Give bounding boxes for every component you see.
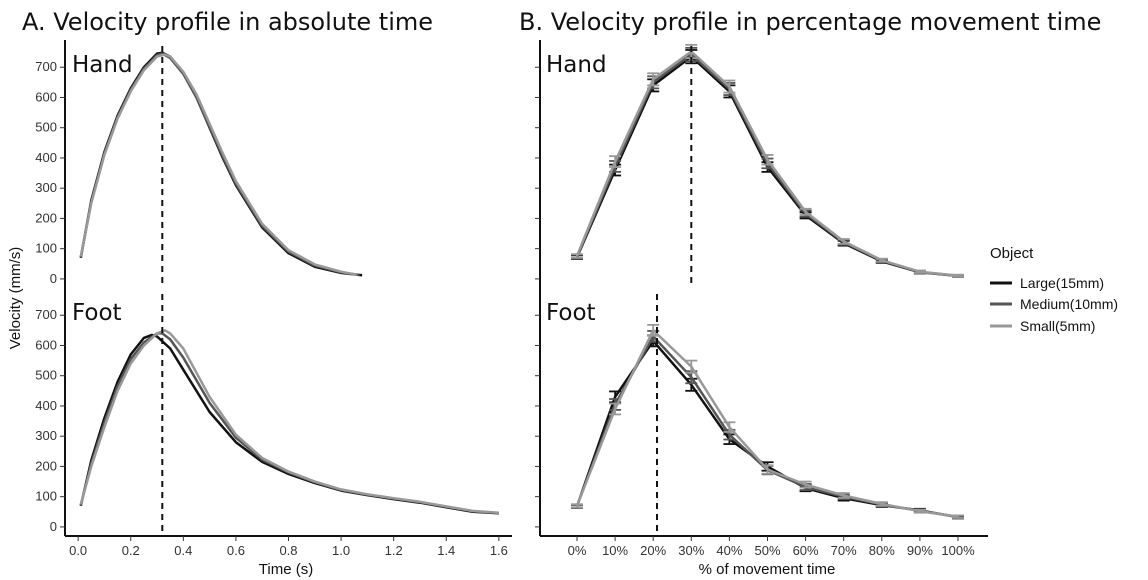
y-tick-label-a-hand-600: 600	[35, 89, 57, 104]
x-axis-label-b: % of movement time	[699, 561, 836, 578]
series-line-a-hand-2	[79, 53, 358, 276]
error-bar-b-foot-2-9	[913, 508, 926, 514]
error-bar-b-foot-2-8	[875, 501, 888, 507]
y-tick-label-a-hand-300: 300	[35, 180, 57, 195]
title-b: B. Velocity profile in percentage moveme…	[519, 8, 1101, 36]
y-tick-label-a-foot-100: 100	[35, 489, 57, 504]
legend: Object Large(15mm) Medium(10mm) Small(5m…	[990, 245, 1118, 334]
x-tick-label-b-5: 50%	[754, 543, 780, 558]
x-tick-label-a-7: 1.4	[437, 543, 455, 558]
series-line-a-foot-1	[79, 332, 499, 515]
x-tick-label-a-8: 1.6	[490, 543, 508, 558]
y-tick-label-a-hand-0: 0	[50, 271, 57, 286]
x-tick-label-b-6: 60%	[793, 543, 819, 558]
series-line-a-hand-1	[79, 52, 360, 277]
error-bar-b-hand-2-7	[837, 238, 850, 245]
x-tick-label-a-6: 1.2	[385, 543, 403, 558]
panel-label-a-foot: Foot	[72, 300, 122, 326]
error-bar-b-hand-2-9	[913, 269, 926, 274]
series-line-a-foot-0	[79, 333, 499, 515]
error-bar-b-foot-2-6	[799, 480, 812, 489]
x-tick-label-b-0: 0%	[568, 543, 587, 558]
legend-label-medium: Medium(10mm)	[1020, 296, 1118, 312]
y-axis-label: Velocity (mm/s)	[7, 247, 24, 350]
error-bar-b-foot-2-10	[952, 514, 964, 519]
error-bar-b-foot-2-7	[837, 492, 850, 499]
error-bar-b-foot-2-4	[723, 421, 736, 433]
legend-label-large: Large(15mm)	[1020, 275, 1104, 291]
y-tick-label-a-hand-400: 400	[35, 150, 57, 165]
error-bar-b-foot-2-0	[571, 503, 583, 509]
panel-label-a-hand: Hand	[72, 52, 133, 78]
series-line-b-foot-1	[575, 335, 959, 519]
series-line-a-foot-2	[79, 329, 499, 514]
x-tick-label-a-0: 0.0	[69, 543, 87, 558]
error-bar-b-foot-2-5	[761, 464, 774, 475]
x-tick-label-b-10: 100%	[941, 543, 975, 558]
y-tick-label-a-hand-200: 200	[35, 210, 57, 225]
plot-b-hand	[535, 40, 964, 288]
y-tick-label-a-foot-200: 200	[35, 458, 57, 473]
series-line-a-hand-0	[79, 51, 363, 277]
error-bar-b-hand-2-6	[799, 207, 812, 216]
error-bar-b-foot-2-1	[609, 402, 622, 416]
error-bar-b-hand-2-5	[761, 154, 774, 166]
x-axis-label-a: Time (s)	[259, 561, 313, 578]
error-bar-b-hand-2-2	[647, 72, 660, 87]
plot-a-foot: 0 100 200 300 400 500 600 700 0.0 0.2 0.4 0.6 0.8 1.0…	[35, 288, 512, 558]
error-bar-b-hand-2-10	[952, 273, 964, 278]
y-tick-label-a-hand-100: 100	[35, 241, 57, 256]
title-a: A. Velocity profile in absolute time	[22, 8, 433, 36]
x-tick-label-a-5: 1.0	[332, 543, 350, 558]
x-tick-label-b-9: 90%	[907, 543, 933, 558]
y-tick-label-a-foot-700: 700	[35, 307, 57, 322]
y-tick-label-a-hand-500: 500	[35, 120, 57, 135]
y-tick-label-a-foot-400: 400	[35, 398, 57, 413]
legend-label-small: Small(5mm)	[1020, 318, 1095, 334]
x-tick-label-b-8: 80%	[869, 543, 895, 558]
panel-label-b-foot: Foot	[546, 300, 596, 326]
error-bar-b-hand-2-4	[723, 79, 736, 94]
y-tick-label-a-foot-300: 300	[35, 428, 57, 443]
plot-b-foot: 0% 10% 20% 30% 40% 50% 60% 70% 80% 90% 100%	[535, 288, 988, 558]
x-tick-label-b-4: 40%	[716, 543, 742, 558]
y-tick-label-a-foot-500: 500	[35, 368, 57, 383]
error-bar-b-foot-2-3	[685, 359, 698, 374]
error-bar-b-hand-2-1	[609, 155, 622, 168]
panel-label-b-hand: Hand	[546, 52, 607, 78]
x-tick-label-b-7: 70%	[831, 543, 857, 558]
y-tick-label-a-foot-600: 600	[35, 337, 57, 352]
legend-title: Object	[990, 245, 1034, 262]
error-bar-b-hand-2-8	[875, 257, 888, 263]
x-tick-label-a-4: 0.8	[279, 543, 297, 558]
y-tick-label-a-foot-0: 0	[50, 519, 57, 534]
x-tick-label-b-2: 20%	[640, 543, 666, 558]
x-tick-label-a-2: 0.4	[174, 543, 192, 558]
error-bar-b-foot-2-2	[647, 323, 660, 337]
series-line-b-foot-2	[575, 329, 959, 518]
x-tick-label-a-3: 0.6	[227, 543, 245, 558]
x-tick-label-b-1: 10%	[602, 543, 628, 558]
x-tick-label-b-3: 30%	[678, 543, 704, 558]
x-tick-label-a-1: 0.2	[122, 543, 140, 558]
plot-a-hand: 0 100 200 300 400 500 600 700	[35, 40, 363, 288]
error-bar-b-hand-2-0	[571, 253, 583, 259]
y-tick-label-a-hand-700: 700	[35, 59, 57, 74]
